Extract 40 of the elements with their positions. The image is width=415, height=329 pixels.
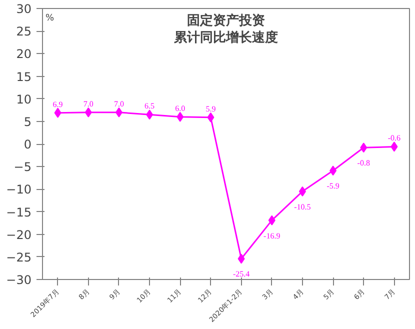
point [268,215,276,226]
data-label: -16.9 [264,231,280,240]
y-tick-label: 15 [16,70,32,84]
y-tick-label: −10 [6,182,32,197]
y-tick-label: −15 [6,205,32,220]
point [84,107,92,118]
y-tick-label: 20 [16,47,32,62]
y-tick-label: 0 [24,138,32,152]
data-label: 5.9 [206,104,216,114]
data-label: -0.6 [388,134,401,143]
y-tick-label: −5 [14,160,32,174]
point [390,142,398,152]
point [360,142,368,153]
point [238,254,245,264]
chart-title: 固定资产投资 [187,12,265,28]
point [330,166,337,176]
data-label: -0.8 [357,158,370,168]
point [207,112,214,122]
data-label: 7.0 [83,99,94,108]
point [54,108,62,118]
data-label: 6.0 [175,104,186,113]
y-tick-label: −30 [6,273,32,287]
text: 累计同比增长速度 [173,30,278,46]
y-tick-label: −20 [6,228,32,242]
y-tick-label: −25 [6,250,32,264]
data-label: 6.5 [144,102,155,111]
y-tick-label: 5 [24,114,32,129]
y-tick-label: 30 [16,2,32,16]
data-label: -25.4 [232,270,250,279]
point [176,112,184,122]
point [298,186,306,196]
point [115,107,122,118]
point [146,110,154,120]
data-label: 6.9 [52,100,63,109]
data-label: -10.5 [294,202,311,212]
y-tick-label: 25 [16,24,32,39]
data-label: -5.9 [326,182,340,191]
y-tick-label: 10 [16,92,32,106]
y-axis-title: % [46,14,54,24]
data-label: 7.0 [114,99,124,108]
